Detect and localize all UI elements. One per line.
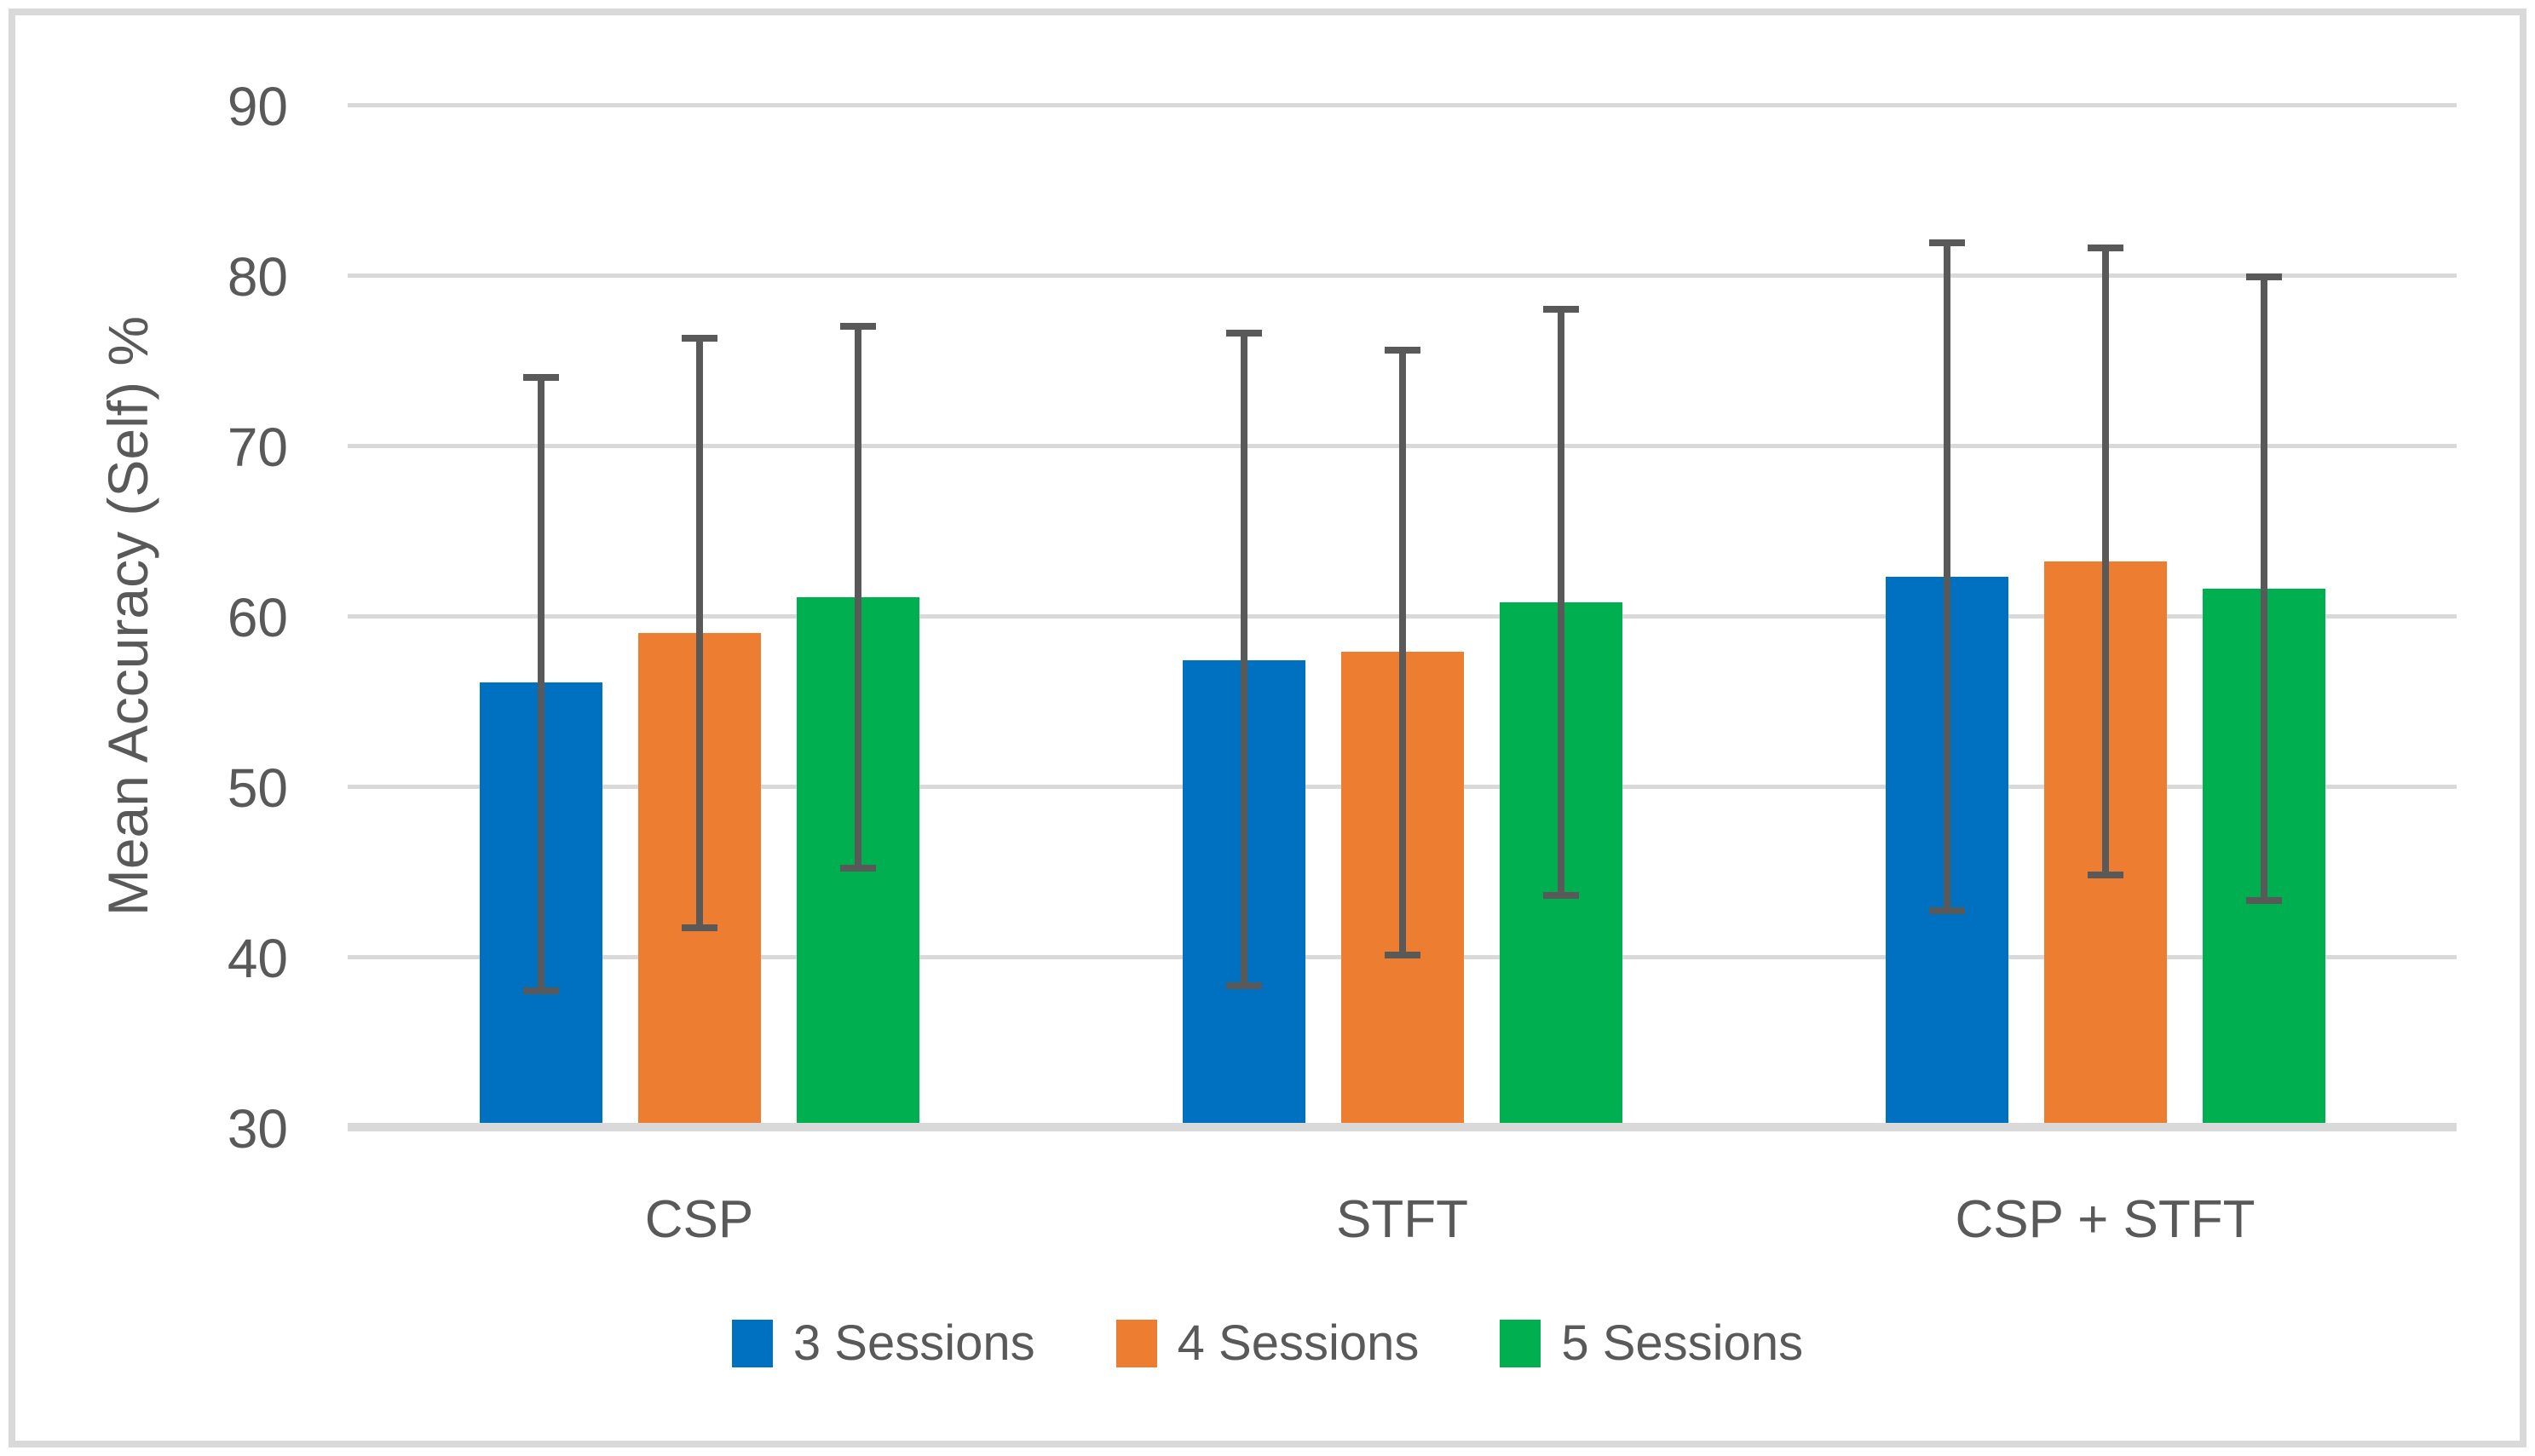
y-tick-label: 30 <box>227 1098 288 1160</box>
y-tick-label: 40 <box>227 928 288 989</box>
error-bar-line <box>1943 243 1950 911</box>
legend-label: 5 Sessions <box>1561 1315 1804 1371</box>
category-label-stft: STFT <box>1336 1190 1468 1249</box>
error-bar-cap-bottom <box>681 924 717 931</box>
legend-swatch-icon <box>1115 1320 1157 1367</box>
error-bar-line <box>2260 277 2267 901</box>
error-bar-line <box>854 326 861 868</box>
legend-item-5-sessions: 5 Sessions <box>1500 1319 1803 1368</box>
gridline <box>348 273 2457 278</box>
error-bar-cap-bottom <box>2245 897 2282 904</box>
category-label-csp-+-stft: CSP + STFT <box>1955 1190 2256 1249</box>
plot-area: 90 80 70 60 50 40 30 CSP STFT CSP + STFT <box>228 79 2457 1246</box>
error-bar-cap-bottom <box>1225 982 1262 989</box>
error-bar-line <box>1398 350 1406 955</box>
error-bar-cap-bottom <box>1542 892 1579 899</box>
error-bar-cap-top <box>2087 245 2123 251</box>
legend-swatch-icon <box>1500 1320 1541 1367</box>
category-label-csp: CSP <box>644 1190 754 1249</box>
y-tick-label: 60 <box>227 587 288 648</box>
legend-item-4-sessions: 4 Sessions <box>1115 1315 1420 1371</box>
y-tick-label: 80 <box>227 246 288 308</box>
error-bar-line <box>1240 333 1247 986</box>
error-bar-cap-top <box>2245 273 2282 280</box>
legend-swatch-icon <box>731 1320 773 1367</box>
error-bar-cap-top <box>1928 239 1965 246</box>
y-tick-label: 90 <box>227 76 288 137</box>
legend-label: 4 Sessions <box>1177 1315 1420 1371</box>
legend-item-3-sessions: 3 Sessions <box>731 1315 1035 1371</box>
y-tick-label: 50 <box>227 757 288 819</box>
error-bar-line <box>1557 309 1564 895</box>
error-bar-cap-bottom <box>522 987 559 994</box>
error-bar-cap-top <box>1542 306 1579 313</box>
error-bar-line <box>695 338 703 928</box>
legend: 3 Sessions 4 Sessions 5 Sessions <box>15 1319 2520 1368</box>
error-bar-cap-top <box>839 323 876 330</box>
error-bar-cap-top <box>1225 330 1262 337</box>
error-bar-cap-top <box>681 335 717 342</box>
error-bar-line <box>537 377 544 991</box>
error-bar-cap-top <box>1384 347 1420 354</box>
x-axis-line <box>348 1123 2457 1131</box>
y-tick-label: 70 <box>227 417 288 478</box>
error-bar-cap-top <box>522 374 559 381</box>
error-bar-cap-bottom <box>2087 872 2123 878</box>
error-bar-cap-bottom <box>1928 907 1965 914</box>
error-bar-cap-bottom <box>1384 952 1420 958</box>
error-bar-line <box>2101 248 2109 875</box>
legend-label: 3 Sessions <box>792 1315 1035 1371</box>
error-bar-cap-bottom <box>839 865 876 872</box>
chart-frame: Mean Accuracy (Self) % 90 80 70 60 50 40 30 CSP… <box>9 9 2526 1447</box>
gridline <box>348 102 2457 107</box>
